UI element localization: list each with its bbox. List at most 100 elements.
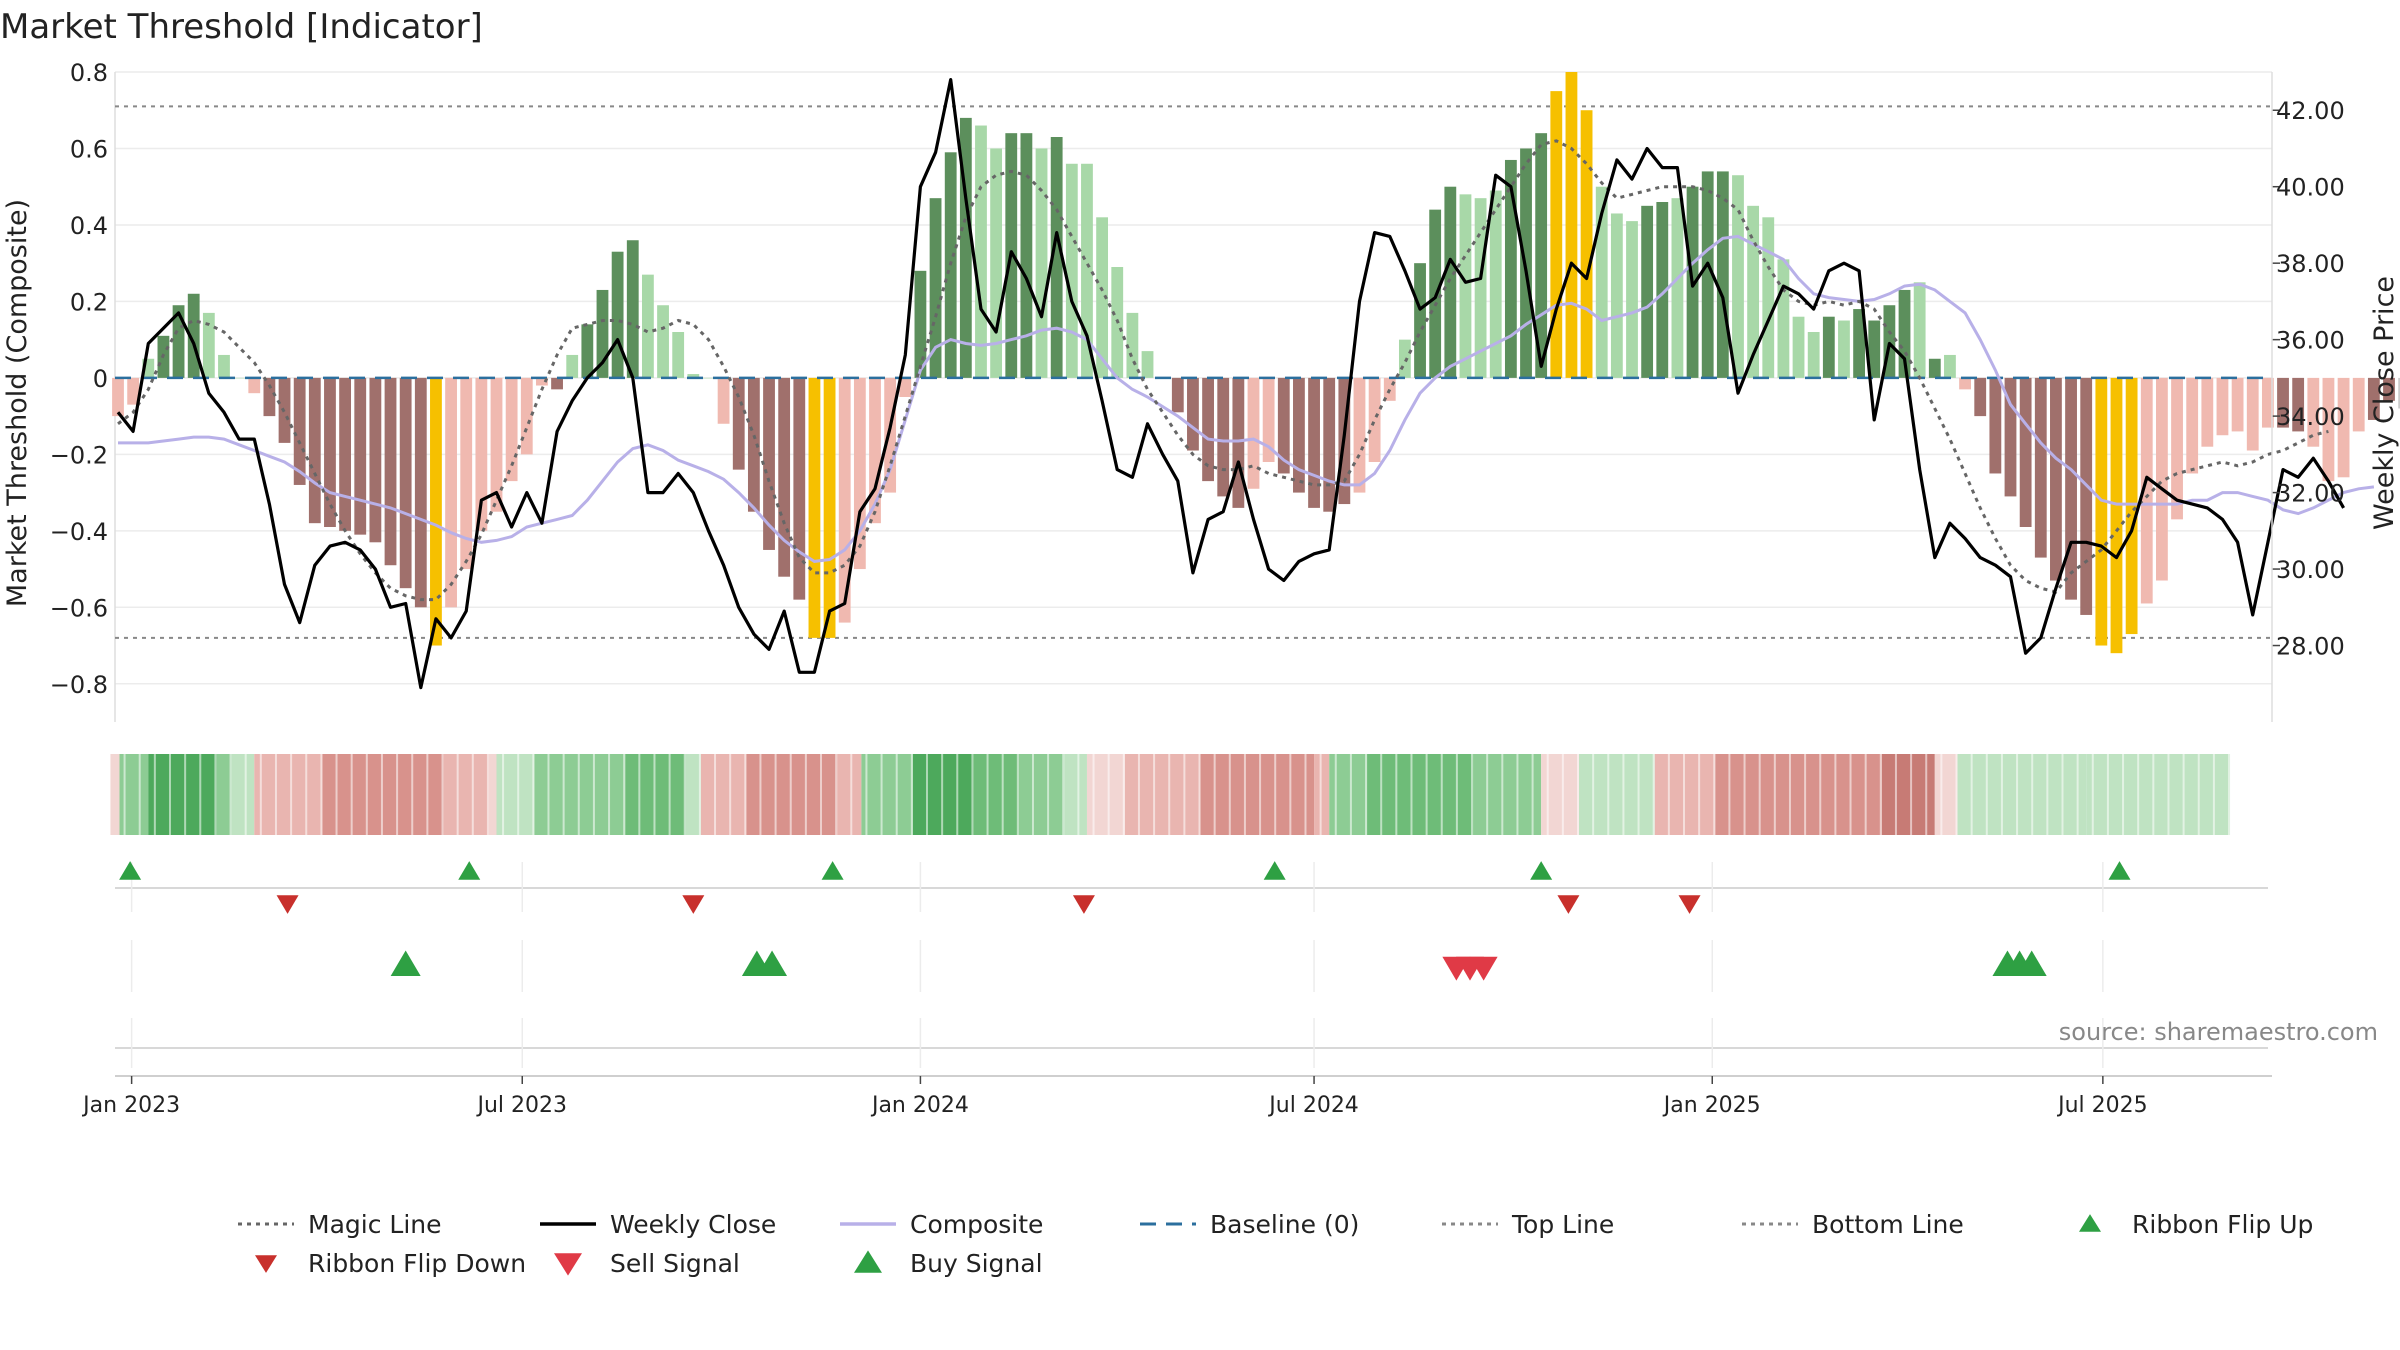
ribbon-separator: [2091, 754, 2094, 835]
composite-bar: [853, 377, 866, 570]
composite-bar: [1868, 320, 1881, 378]
ribbon-separator: [668, 754, 671, 835]
ribbon-separator: [1698, 754, 1701, 835]
ribbon-segment: [1124, 754, 1201, 835]
composite-bar: [2292, 377, 2305, 432]
ribbon-separator: [1834, 754, 1837, 835]
ribbon-segment: [1367, 754, 1474, 835]
ribbon-separator: [532, 754, 535, 835]
legend-swatch: [2079, 1214, 2101, 1232]
ribbon-separator: [683, 754, 686, 835]
ribbon-separator: [653, 754, 656, 835]
ribbon-flip-up-marker: [1263, 861, 1286, 880]
composite-bar: [475, 377, 488, 531]
composite-bar: [2019, 377, 2032, 527]
composite-bar: [2367, 377, 2380, 420]
ribbon-segment: [2086, 754, 2231, 835]
x-tick-label: Jan 2023: [81, 1093, 180, 1118]
ribbon-separator: [1743, 754, 1746, 835]
composite-bar: [975, 125, 987, 378]
ribbon-separator: [1243, 754, 1246, 835]
composite-bar: [1187, 377, 1199, 451]
composite-bar: [1732, 175, 1744, 378]
ribbon-flip-down-marker: [276, 895, 299, 914]
composite-bar: [1580, 110, 1593, 378]
composite-bar: [1671, 198, 1684, 378]
composite-bar: [1096, 217, 1109, 378]
ribbon-separator: [456, 754, 459, 835]
ribbon-separator: [1471, 754, 1474, 835]
composite-bar: [1959, 377, 1971, 390]
ribbon-separator: [1819, 754, 1822, 835]
composite-bar: [1822, 316, 1835, 378]
ribbon-separator: [1501, 754, 1504, 835]
composite-bar: [823, 377, 836, 638]
ribbon-separator: [1440, 754, 1443, 835]
ribbon-separator: [1577, 754, 1580, 835]
right-tick-label: 30.00: [2276, 556, 2345, 584]
ribbon-separator: [1228, 754, 1231, 835]
ribbon-separator: [941, 754, 944, 835]
ribbon-separator: [365, 754, 368, 835]
ribbon-separator: [2152, 754, 2155, 835]
ribbon-segment: [1473, 754, 1542, 835]
source-label: source: sharemaestro.com: [2059, 1018, 2378, 1046]
buy-signal-marker: [757, 950, 788, 976]
ribbon-separator: [1652, 754, 1655, 835]
ribbon-separator: [547, 754, 550, 835]
ribbon-separator: [925, 754, 928, 835]
composite-bar: [1065, 163, 1078, 378]
composite-bar: [581, 324, 594, 378]
ribbon-flip-down-marker: [1072, 895, 1095, 914]
right-tick-label: 42.00: [2276, 97, 2345, 125]
ribbon-separator: [1137, 754, 1140, 835]
ribbon-separator: [214, 754, 217, 835]
composite-bar: [1126, 312, 1139, 378]
legend-item: Ribbon Flip Down: [255, 1249, 526, 1278]
composite-bar: [520, 377, 533, 455]
ribbon-segment: [443, 754, 489, 835]
ribbon-separator: [1894, 754, 1897, 835]
composite-bar: [202, 312, 215, 378]
composite-bar: [308, 377, 321, 524]
composite-bar: [808, 377, 821, 638]
composite-bar: [293, 377, 306, 485]
composite-bar: [536, 377, 548, 386]
ribbon-separator: [1607, 754, 1610, 835]
ribbon-separator: [1531, 754, 1534, 835]
ribbon-separator: [865, 754, 868, 835]
ribbon-separator: [441, 754, 444, 835]
composite-bar: [717, 377, 730, 424]
ribbon-separator: [2364, 754, 2367, 835]
ribbon-separator: [2273, 754, 2276, 835]
ribbon-separator: [1879, 754, 1882, 835]
ribbon-separator: [1486, 754, 1489, 835]
ribbon-separator: [1637, 754, 1640, 835]
ribbon-separator: [1773, 754, 1776, 835]
composite-bar: [1414, 263, 1426, 378]
composite-bar: [2034, 377, 2047, 558]
legend-label: Composite: [910, 1210, 1043, 1239]
ribbon-separator: [380, 754, 383, 835]
left-tick-label: −0.8: [50, 671, 108, 699]
legend-item: Bottom Line: [1742, 1210, 1964, 1239]
ribbon-separator: [305, 754, 308, 835]
composite-bar: [626, 240, 639, 378]
composite-bar: [339, 377, 352, 531]
composite-bar: [1081, 163, 1093, 378]
ribbon-separator: [2137, 754, 2140, 835]
composite-bar: [1293, 377, 1305, 493]
ribbon-separator: [290, 754, 293, 835]
composite-bar: [1474, 198, 1487, 378]
composite-bar: [1504, 159, 1517, 378]
magic-line: [117, 139, 2329, 602]
ribbon-separator: [577, 754, 580, 835]
ribbon-separator: [1713, 754, 1716, 835]
ribbon-segment: [254, 754, 323, 835]
composite-bar: [1308, 377, 1320, 508]
right-tick-label: 32.00: [2276, 480, 2345, 508]
legend-item: Baseline (0): [1140, 1210, 1359, 1239]
x-tick-label: Jul 2025: [2056, 1093, 2148, 1118]
ribbon-separator: [1319, 754, 1322, 835]
ribbon-separator: [1334, 754, 1337, 835]
